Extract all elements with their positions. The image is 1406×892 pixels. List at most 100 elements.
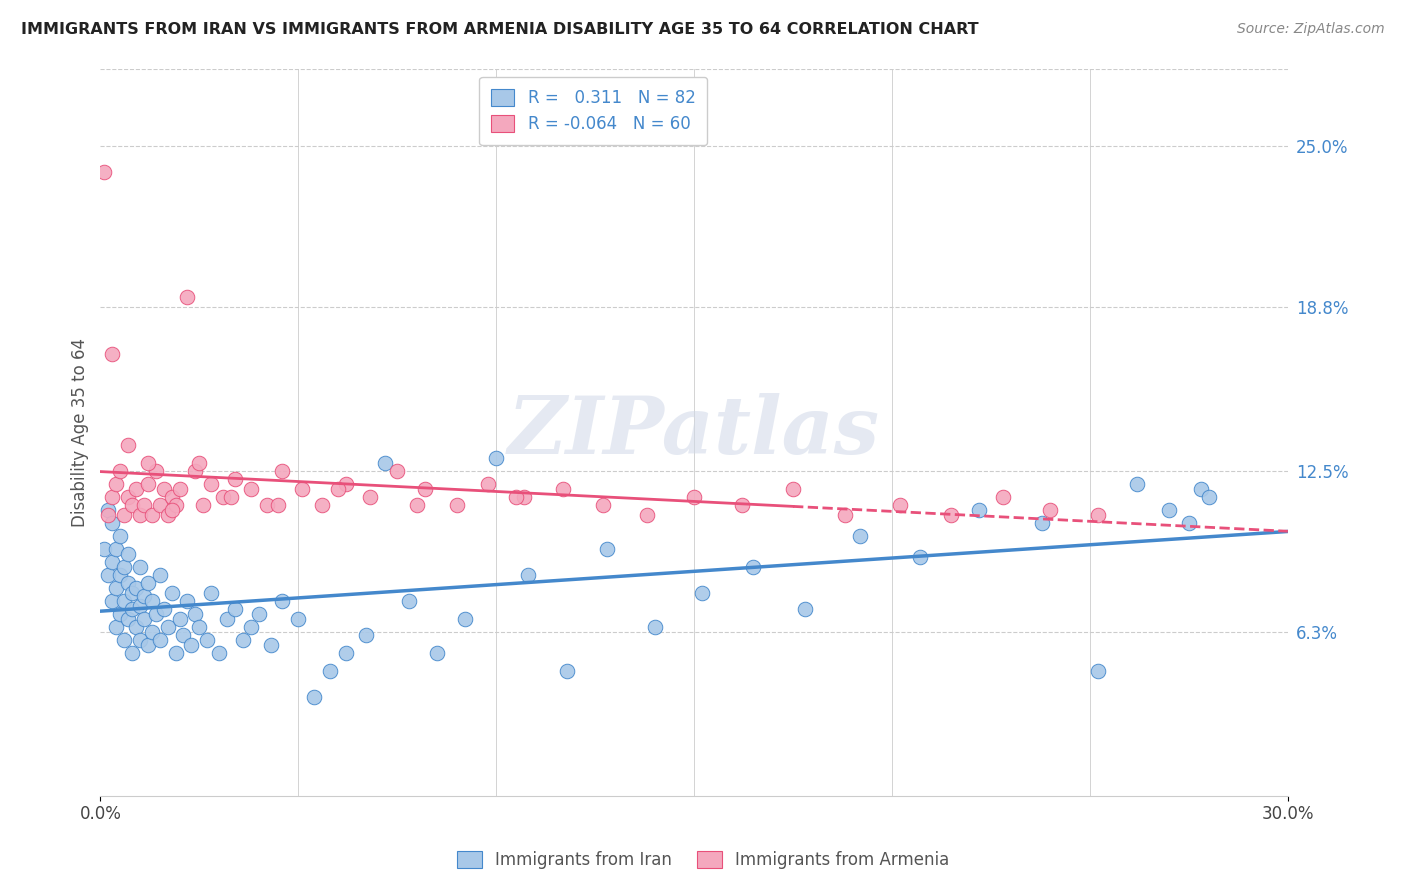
Point [117,547,139,561]
Point [516,568,538,582]
Point [152,483,174,497]
Point [149,498,172,512]
Point [160,490,183,504]
Point [132,612,155,626]
Point [1031,516,1053,530]
Point [101,555,124,569]
Point [239,620,262,634]
Point [193,498,215,512]
Point [1087,508,1109,523]
Point [141,508,163,523]
Point [105,581,128,595]
Point [121,601,143,615]
Point [136,575,159,590]
Point [108,529,131,543]
Point [97,503,120,517]
Point [129,560,152,574]
Point [287,612,309,626]
Point [101,516,124,530]
Point [908,549,931,564]
Point [136,638,159,652]
Point [1178,516,1201,530]
Point [169,612,191,626]
Point [413,483,436,497]
Point [141,625,163,640]
Point [889,498,911,512]
Text: ZIPatlas: ZIPatlas [508,393,880,471]
Point [232,632,254,647]
Point [169,483,191,497]
Point [212,490,235,504]
Point [208,646,231,660]
Text: Source: ZipAtlas.com: Source: ZipAtlas.com [1237,22,1385,37]
Point [112,508,135,523]
Point [426,646,449,660]
Point [200,586,222,600]
Point [105,477,128,491]
Point [160,503,183,517]
Point [730,498,752,512]
Point [117,490,139,504]
Point [200,477,222,491]
Point [105,620,128,634]
Point [172,628,194,642]
Point [165,498,187,512]
Point [145,464,167,478]
Point [271,464,294,478]
Point [742,560,765,574]
Point [596,541,619,556]
Point [359,490,381,504]
Point [636,508,658,523]
Point [267,498,290,512]
Point [132,498,155,512]
Point [121,498,143,512]
Point [108,464,131,478]
Point [93,165,115,179]
Point [291,483,314,497]
Point [136,477,159,491]
Point [1126,477,1149,491]
Point [326,483,349,497]
Point [152,601,174,615]
Point [335,646,357,660]
Point [125,581,148,595]
Point [132,589,155,603]
Point [446,498,468,512]
Point [112,594,135,608]
Point [553,483,575,497]
Point [239,483,262,497]
Point [1198,490,1220,504]
Point [101,594,124,608]
Point [160,586,183,600]
Point [256,498,278,512]
Point [485,451,508,466]
Point [180,638,202,652]
Point [215,612,238,626]
Point [224,601,246,615]
Y-axis label: Disability Age 35 to 64: Disability Age 35 to 64 [72,338,89,526]
Legend: Immigrants from Iran, Immigrants from Armenia: Immigrants from Iran, Immigrants from Ar… [447,841,959,880]
Point [794,601,817,615]
Point [1039,503,1062,517]
Point [93,541,115,556]
Point [117,612,139,626]
Point [184,464,207,478]
Point [505,490,527,504]
Point [1087,664,1109,678]
Point [782,483,804,497]
Point [145,607,167,621]
Point [557,664,579,678]
Point [117,438,139,452]
Point [108,607,131,621]
Point [849,529,872,543]
Point [644,620,666,634]
Point [101,490,124,504]
Point [176,290,198,304]
Point [184,607,207,621]
Point [690,586,713,600]
Point [121,586,143,600]
Point [374,456,396,470]
Point [387,464,409,478]
Text: IMMIGRANTS FROM IRAN VS IMMIGRANTS FROM ARMENIA DISABILITY AGE 35 TO 64 CORRELAT: IMMIGRANTS FROM IRAN VS IMMIGRANTS FROM … [21,22,979,37]
Point [311,498,333,512]
